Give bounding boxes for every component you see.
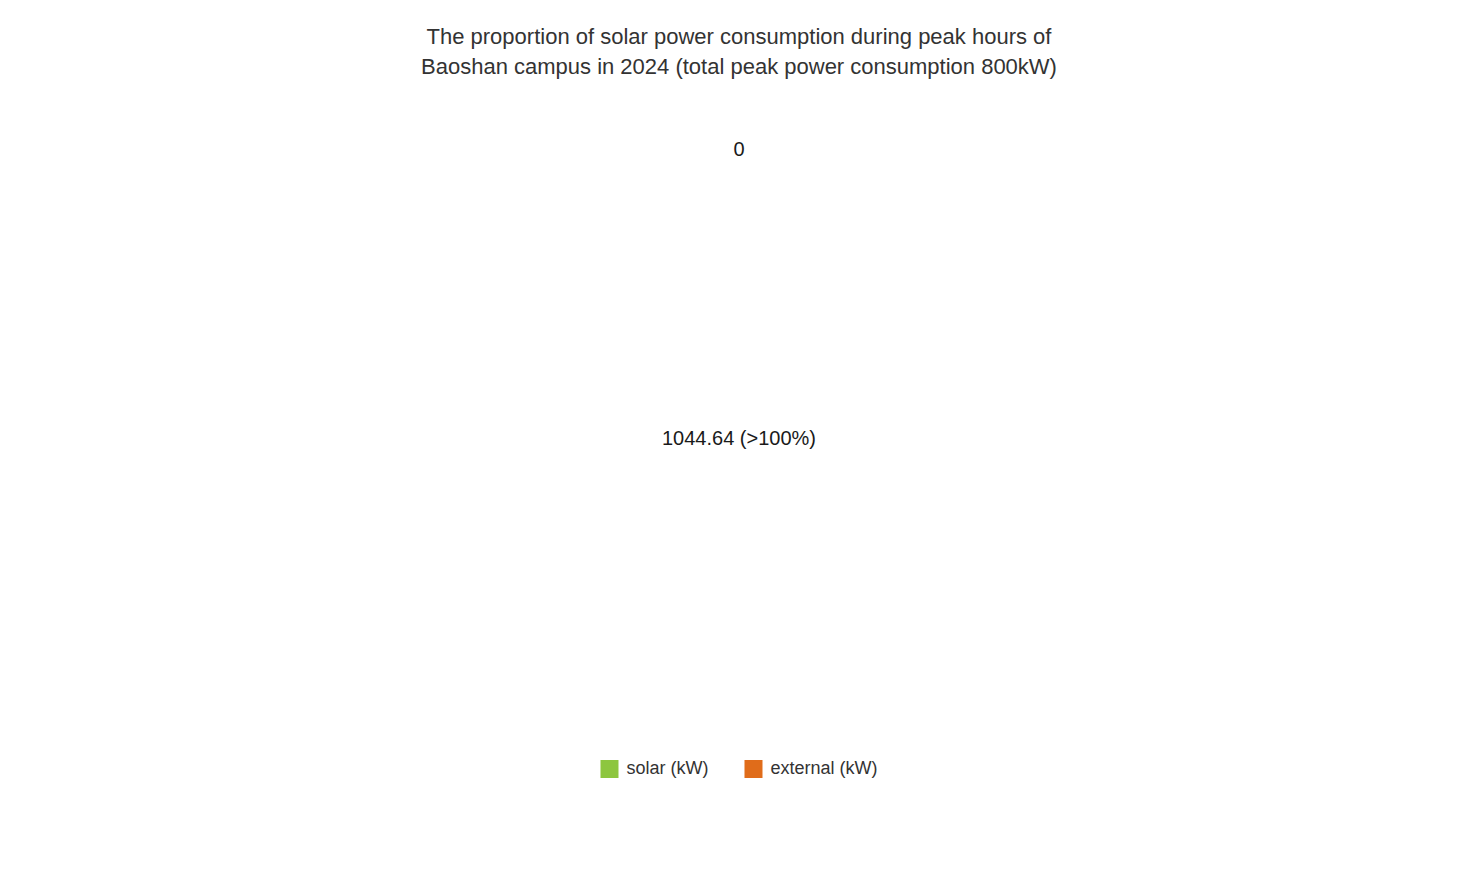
- legend-item: solar (kW): [600, 758, 708, 778]
- legend-swatch: [744, 760, 762, 778]
- data-label: 1044.64 (>100%): [662, 427, 816, 449]
- title: The proportion of solar power consumptio…: [421, 24, 1057, 79]
- chart: The proportion of solar power consumptio…: [0, 0, 1478, 886]
- legend-label: external (kW): [770, 758, 877, 778]
- legend-swatch: [600, 760, 618, 778]
- legend-item: external (kW): [744, 758, 877, 778]
- legend-label: solar (kW): [626, 758, 708, 778]
- legend: solar (kW) external (kW): [600, 758, 877, 778]
- data-label: 0: [733, 138, 744, 160]
- data-labels: 1044.64 (>100%) 0: [662, 138, 816, 449]
